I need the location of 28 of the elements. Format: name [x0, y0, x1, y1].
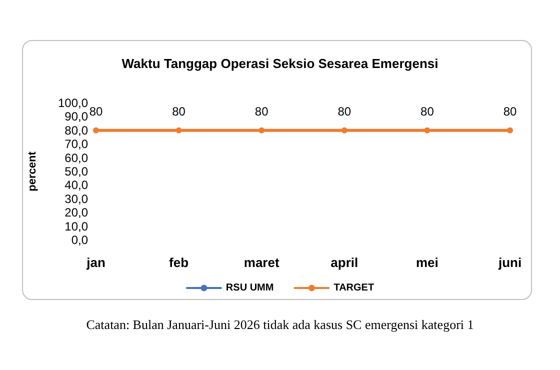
- chart-title: Waktu Tanggap Operasi Seksio Sesarea Emergensi: [122, 56, 438, 71]
- data-label: 80: [338, 104, 352, 118]
- x-tick-label: juni: [497, 255, 522, 270]
- y-axis-title: percent: [26, 151, 38, 192]
- data-label: 80: [172, 104, 186, 118]
- y-tick-label: 50,0: [64, 164, 88, 178]
- x-tick-label: maret: [244, 255, 280, 270]
- x-tick-label: feb: [169, 255, 189, 270]
- data-label: 80: [420, 104, 434, 118]
- data-label: 80: [89, 104, 103, 118]
- legend-label: TARGET: [334, 282, 374, 294]
- data-label: 80: [503, 104, 517, 118]
- y-tick-label: 100,0: [58, 96, 88, 110]
- y-tick-label: 70,0: [64, 137, 88, 152]
- y-tick-label: 10,0: [64, 219, 88, 234]
- data-label: 80: [254, 104, 269, 118]
- text: Catatan: Bulan Januari-Juni 2026 tidak ada kasus SC emergensi kategori 1: [86, 317, 474, 332]
- y-tick-label: 20,0: [64, 206, 88, 220]
- y-tick-label: 90,0: [64, 110, 88, 124]
- legend-label: RSU UMM: [226, 282, 274, 294]
- x-tick-label: mei: [416, 255, 438, 270]
- y-tick-label: 30,0: [64, 192, 88, 206]
- y-tick-label: 40,0: [64, 178, 88, 192]
- y-tick-label: 0,0: [71, 233, 88, 247]
- x-tick-label: jan: [86, 255, 106, 270]
- y-tick-label: 80,0: [64, 123, 88, 138]
- x-tick-label: april: [330, 255, 358, 270]
- y-tick-label: 60,0: [64, 150, 88, 165]
